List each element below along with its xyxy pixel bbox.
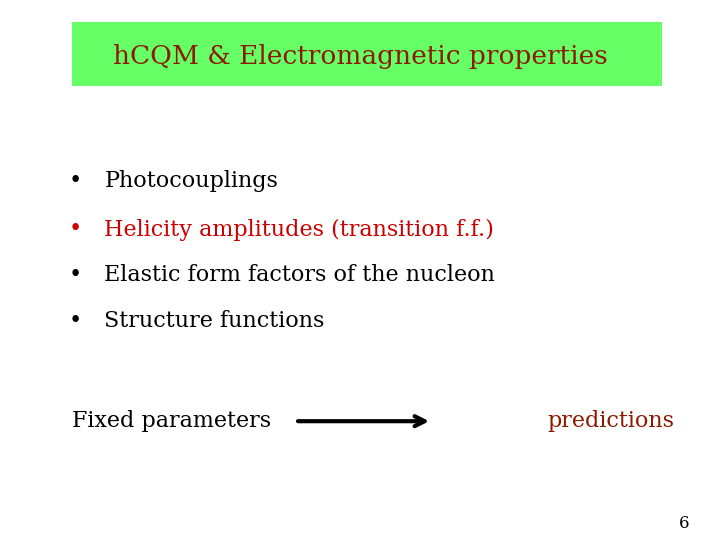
FancyBboxPatch shape [72, 22, 662, 86]
Text: •: • [69, 170, 82, 192]
Text: Helicity amplitudes (transition f.f.): Helicity amplitudes (transition f.f.) [104, 219, 494, 240]
Text: Structure functions: Structure functions [104, 310, 325, 332]
Text: •: • [69, 219, 82, 240]
Text: •: • [69, 310, 82, 332]
Text: 6: 6 [679, 515, 689, 532]
Text: Photocouplings: Photocouplings [104, 170, 278, 192]
Text: predictions: predictions [547, 410, 674, 432]
Text: Fixed parameters: Fixed parameters [72, 410, 271, 432]
Text: •: • [69, 265, 82, 286]
Text: Elastic form factors of the nucleon: Elastic form factors of the nucleon [104, 265, 495, 286]
Text: hCQM & Electromagnetic properties: hCQM & Electromagnetic properties [112, 44, 608, 69]
